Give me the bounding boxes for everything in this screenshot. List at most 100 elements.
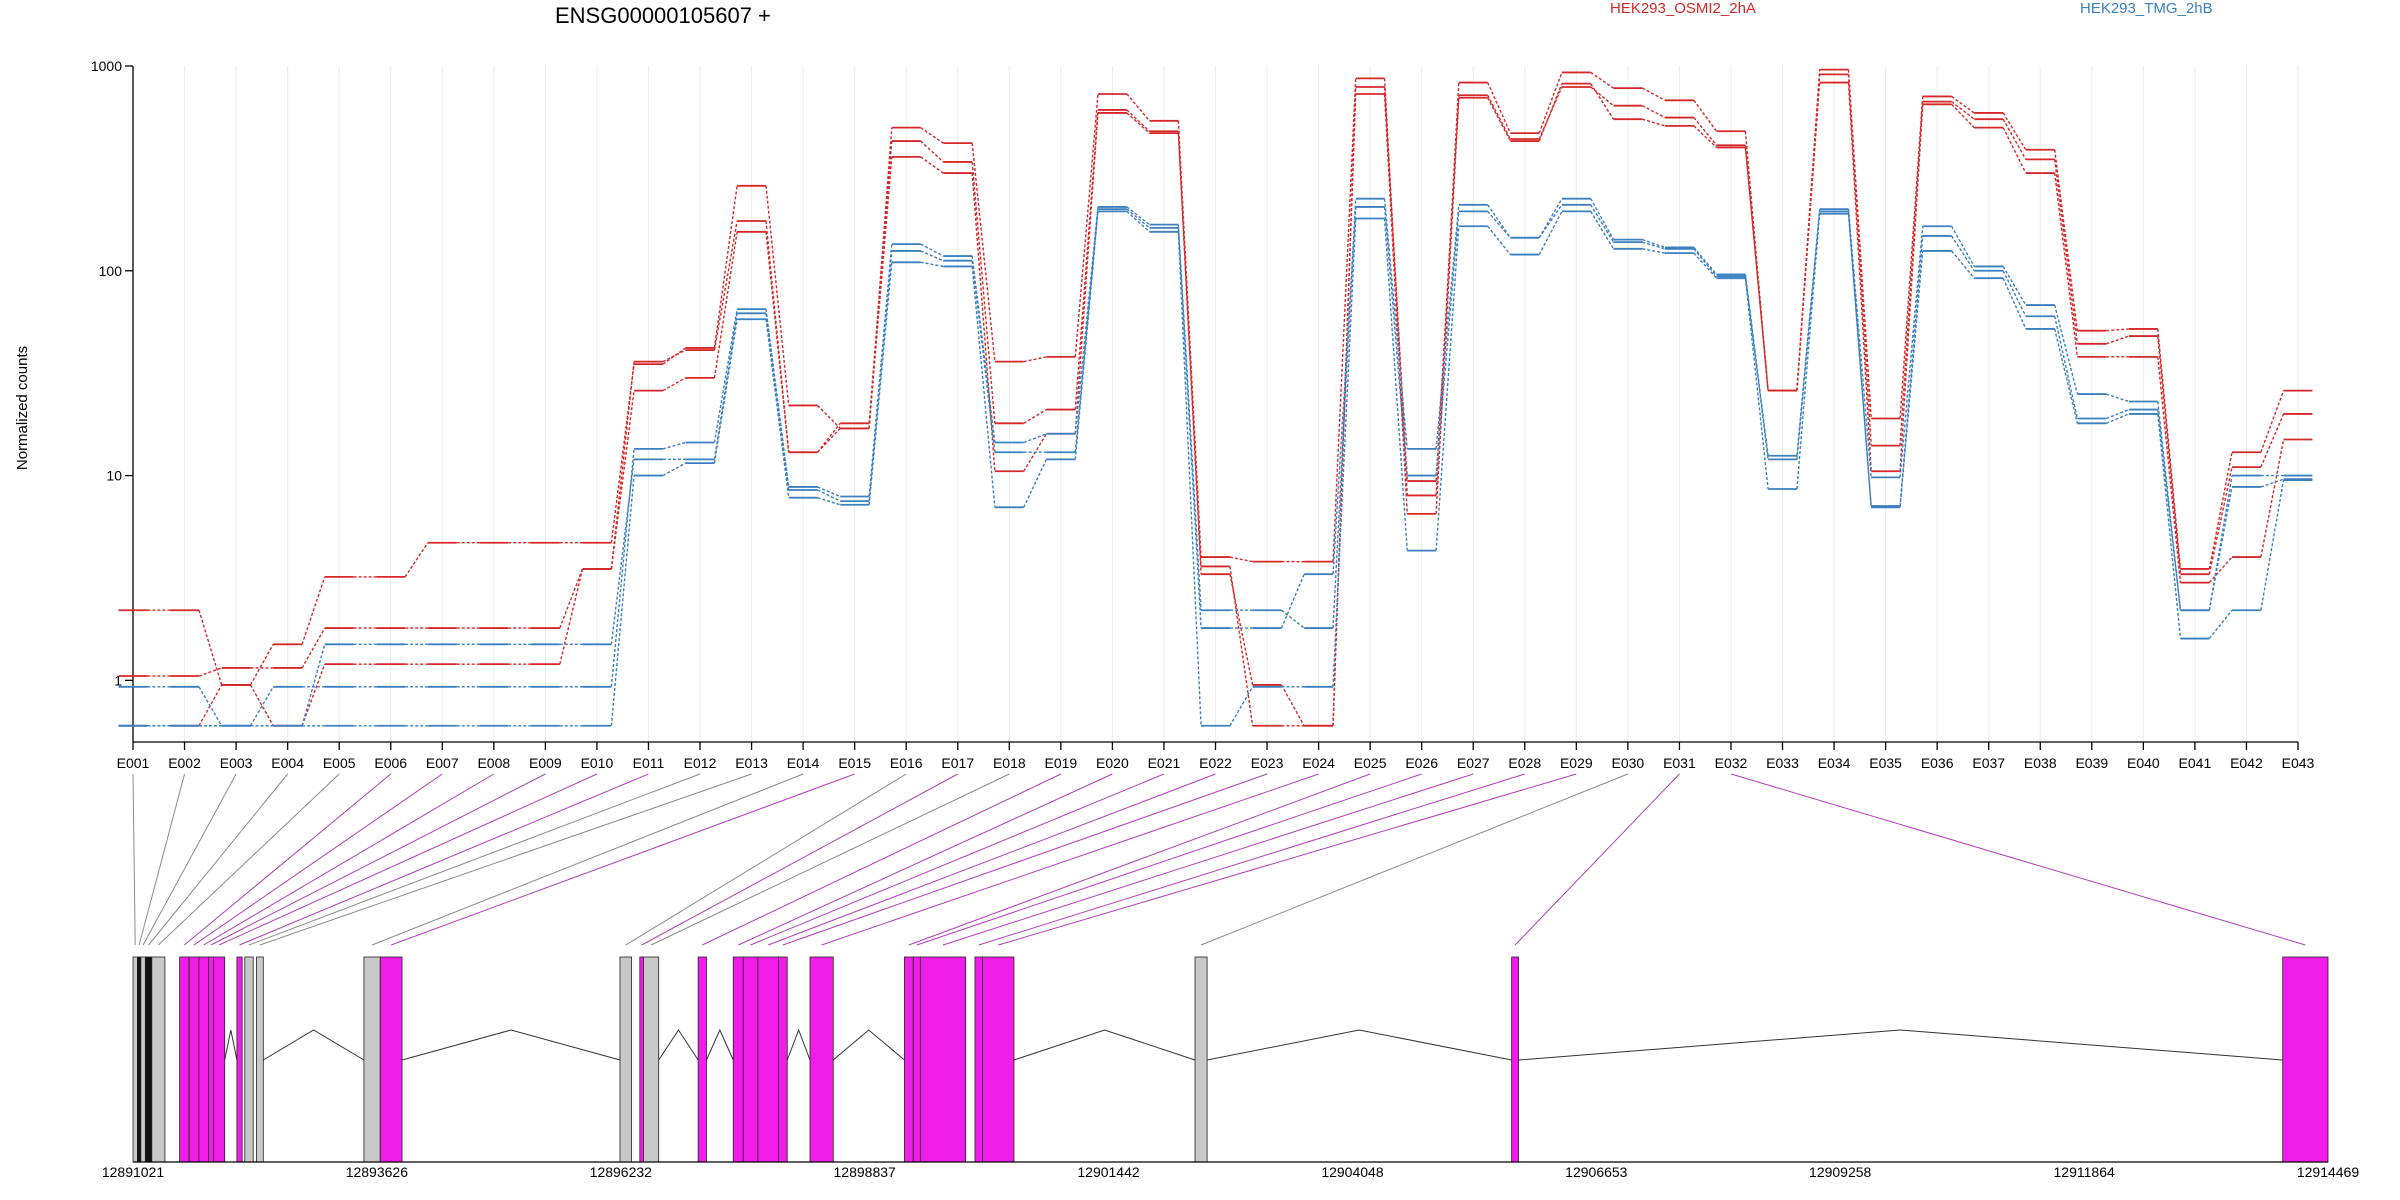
series-4-link-E021: [1177, 227, 1202, 629]
connector-E014: [371, 773, 804, 946]
series-0-link-E020: [1126, 93, 1151, 122]
connector-E023: [782, 773, 1268, 946]
connector-E012: [248, 773, 701, 946]
series-2-link-E009: [559, 568, 584, 665]
exon-connector-lines: [132, 773, 2306, 946]
exon-bin-E013: [256, 956, 264, 1163]
series-0-link-E003: [249, 643, 274, 686]
series-5-link-E027: [1487, 225, 1511, 256]
series-4-link-E040: [2157, 409, 2182, 611]
connector-E021: [750, 773, 1165, 946]
series-1-link-E038: [2054, 159, 2079, 344]
exon-bin-E022: [757, 956, 779, 1163]
series-2-link-E037: [2002, 127, 2027, 174]
series-3-link-E017: [971, 255, 996, 443]
x-tick-label-E019: E019: [1045, 755, 1078, 771]
genomic-tick-label-1: 12893626: [346, 1164, 409, 1180]
connector-E025: [908, 773, 1371, 946]
x-tick-label-E027: E027: [1457, 755, 1490, 771]
series-5-link-E011: [662, 462, 686, 477]
series-1-link-E039: [2106, 335, 2130, 345]
series-5-link-E019: [1074, 211, 1099, 460]
x-tick-label-E031: E031: [1663, 755, 1696, 771]
y-axis-label: Normalized counts: [14, 346, 31, 470]
series-3-link-E036: [1950, 225, 1975, 267]
series-4-link-E020: [1126, 208, 1150, 229]
intron-1: [263, 1029, 365, 1061]
series-3-link-E003: [249, 686, 274, 727]
intron-9: [1518, 1029, 2283, 1061]
series-0-link-E004: [301, 576, 326, 645]
y-axis: 1 10 100 1000: [91, 58, 134, 742]
series-5-link-E028: [1538, 211, 1563, 255]
exon-bin-E025: [904, 956, 914, 1163]
connector-E009: [210, 773, 546, 946]
series-3-link-E016: [920, 243, 944, 257]
exon-bin-E015: [379, 956, 403, 1163]
connector-E019: [702, 773, 1062, 946]
series-0-link-E031: [1693, 99, 1718, 132]
connector-E027: [942, 773, 1474, 946]
y-tick-label-1: 1: [114, 672, 122, 688]
series-0-link-E006: [404, 542, 429, 578]
x-tick-label-E021: E021: [1148, 755, 1181, 771]
series-5-link-E041: [2208, 609, 2233, 639]
x-tick-label-E037: E037: [1972, 755, 2005, 771]
series-3-link-E039: [2106, 393, 2130, 403]
series-1-link-E012: [713, 220, 738, 351]
series-4-link-E038: [2054, 316, 2079, 419]
series-3-link-E012: [713, 308, 738, 443]
x-tick-label-E012: E012: [684, 755, 717, 771]
connector-E026: [916, 773, 1422, 946]
genomic-tick-label-7: 12909258: [1809, 1164, 1872, 1180]
x-axis: E001 E002 E003 E004 E005 E006 E007 E008 E009 E010…: [117, 741, 2315, 771]
series-5-link-E037: [2002, 277, 2027, 330]
series-5-link-E030: [1642, 248, 1666, 254]
series-4-link-E024: [1332, 206, 1357, 575]
x-tick-label-E017: E017: [941, 755, 974, 771]
series-2-link-E030: [1642, 118, 1666, 127]
exon-bin-E026: [912, 956, 921, 1163]
series-2-link-E040: [2157, 356, 2182, 583]
series-5-link-E013: [765, 319, 790, 498]
connector-E028: [978, 773, 1525, 946]
series-2-link-E032: [1744, 147, 1769, 391]
genomic-tick-label-0: 12891021: [102, 1164, 165, 1180]
chart-title: ENSG00000105607 +: [555, 3, 771, 28]
exon-bin-E030: [1194, 956, 1208, 1163]
series-4-link-E014: [817, 489, 841, 502]
series-3-link-E027: [1487, 204, 1511, 239]
series-2-link-E033: [1796, 82, 1821, 391]
series-5-link-E029: [1590, 211, 1615, 250]
series-5-link-E042: [2260, 480, 2285, 611]
y-tick-label-1000: 1000: [91, 58, 122, 74]
series-5-link-E040: [2157, 413, 2182, 639]
series-5-link-E024: [1332, 218, 1357, 687]
series-5-link-E015: [868, 262, 893, 505]
series-5-link-E039: [2105, 413, 2130, 424]
series-1-link-E017: [971, 161, 996, 424]
series-3-link-E025: [1383, 198, 1408, 449]
series-1-link-E002: [198, 667, 222, 677]
x-tick-label-E035: E035: [1869, 755, 1902, 771]
series-2-link-E038: [2054, 172, 2079, 357]
exon-bin-E016: [619, 956, 632, 1163]
series-4-link-E017: [971, 260, 996, 453]
series-2-link-E003: [249, 684, 274, 727]
x-tick-label-E002: E002: [168, 755, 201, 771]
intron-4: [706, 1028, 734, 1061]
exon-bin-E002: [136, 956, 142, 1163]
x-tick-label-E028: E028: [1508, 755, 1541, 771]
x-tick-label-E005: E005: [323, 755, 356, 771]
series-2-link-E035: [1899, 104, 1924, 472]
y-tick-label-100: 100: [99, 263, 123, 279]
exon-bin-E021: [742, 956, 759, 1163]
x-tick-label-E029: E029: [1560, 755, 1593, 771]
connector-E031: [1514, 773, 1680, 946]
series-1-link-E022: [1229, 566, 1254, 726]
connector-E022: [767, 773, 1216, 946]
series-4-link-E030: [1642, 241, 1666, 250]
series-4-link-E031: [1693, 248, 1718, 277]
series-5-link-E018: [1023, 459, 1048, 508]
